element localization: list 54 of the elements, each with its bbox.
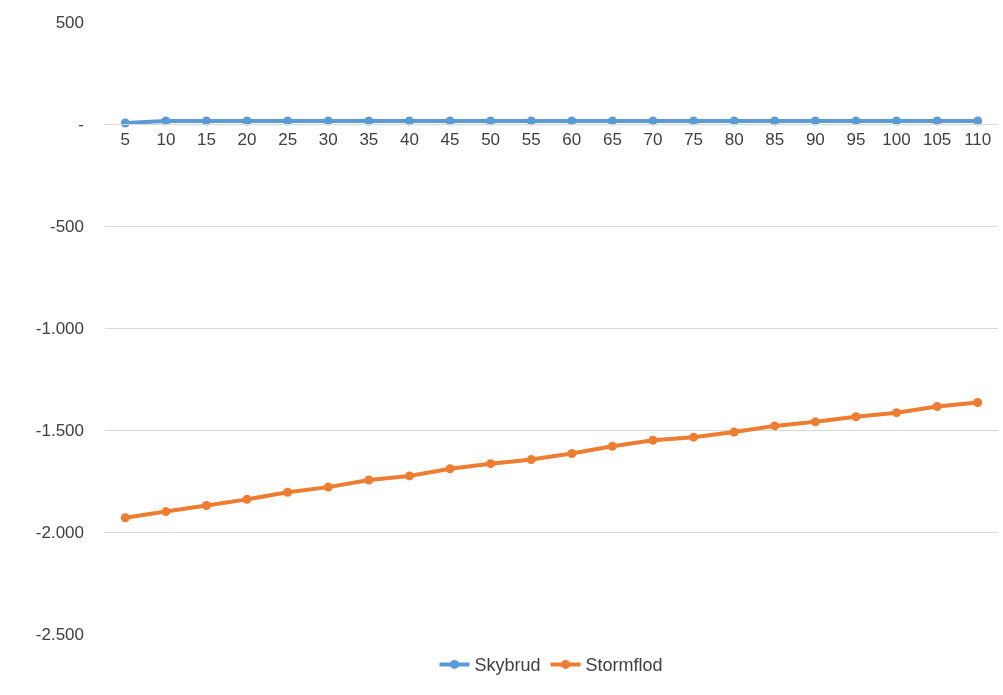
y-tick-label: - [78, 114, 84, 134]
y-tick-label: -1.500 [35, 420, 84, 440]
point [567, 448, 577, 458]
x-tick-label: 65 [602, 130, 622, 150]
point [729, 427, 739, 437]
y-tick-label: 500 [55, 12, 84, 32]
x-tick-label: 35 [359, 130, 379, 150]
point [242, 494, 252, 504]
y-tick-label: -500 [49, 216, 84, 236]
y-tick-label: -2.000 [35, 522, 84, 542]
point [770, 421, 780, 431]
y-tick-label: -1.000 [35, 318, 84, 338]
x-tick-label: 40 [399, 130, 419, 150]
point [486, 459, 496, 469]
point [973, 397, 983, 407]
point [892, 408, 902, 418]
legend-label: Stormflod [585, 655, 663, 676]
x-tick-label: 20 [237, 130, 257, 150]
point [526, 455, 536, 465]
point [283, 487, 293, 497]
x-tick-label: 60 [562, 130, 582, 150]
x-tick-label: 100 [882, 130, 911, 150]
y-tick-label: -2.500 [35, 624, 84, 644]
x-tick-label: 30 [318, 130, 338, 150]
x-tick-label: 90 [805, 130, 825, 150]
legend-label: Skybrud [474, 655, 541, 676]
x-tick-label: 10 [156, 130, 176, 150]
x-tick-label: 75 [684, 130, 704, 150]
point [648, 435, 658, 445]
point [851, 412, 861, 422]
x-tick-label: 50 [481, 130, 501, 150]
x-tick-label: 55 [521, 130, 541, 150]
point [445, 464, 455, 474]
point [201, 500, 211, 510]
x-tick-label: 105 [922, 130, 952, 150]
x-tick-label: 110 [964, 130, 992, 150]
point [161, 507, 171, 517]
x-tick-label: 95 [846, 130, 866, 150]
x-tick-label: 85 [765, 130, 785, 150]
point [120, 513, 130, 523]
point [364, 475, 374, 485]
point [932, 402, 942, 412]
point [323, 482, 333, 492]
point [404, 471, 414, 481]
x-tick-label: 25 [278, 130, 298, 150]
x-tick-label: 5 [120, 130, 131, 150]
point [810, 417, 820, 427]
x-tick-label: 15 [197, 130, 216, 150]
point [689, 432, 699, 442]
point [607, 441, 617, 451]
x-tick-label: 80 [724, 130, 744, 150]
x-tick-label: 70 [643, 130, 663, 150]
point [973, 116, 983, 126]
x-tick-label: 45 [440, 130, 460, 150]
